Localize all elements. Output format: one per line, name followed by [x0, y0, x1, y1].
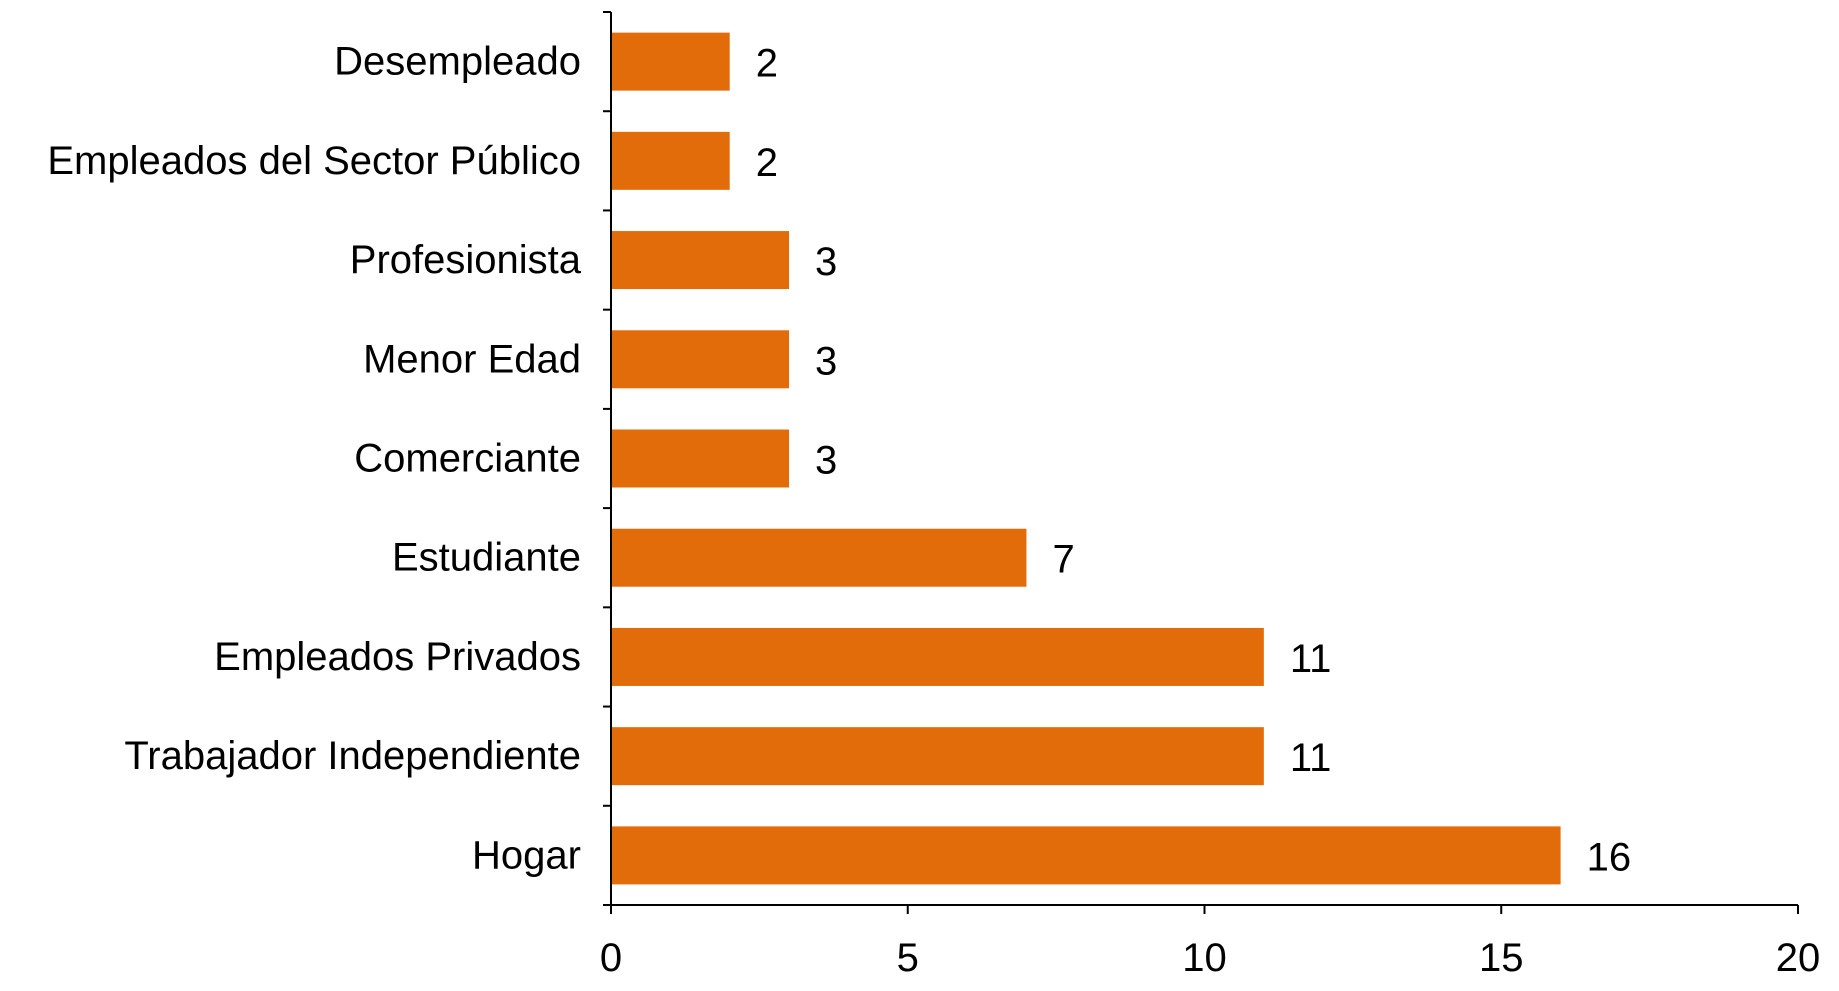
bar-trabajador-independiente: [611, 727, 1264, 786]
category-label: Hogar: [472, 833, 581, 877]
axes-layer: [603, 11, 1799, 914]
labels-layer: Desempleado 2 Empleados del Sector Público…: [47, 40, 1820, 980]
data-label: 3: [815, 339, 837, 383]
x-tick-label: 5: [897, 936, 919, 980]
category-label: Profesionista: [350, 238, 582, 282]
data-label: 11: [1290, 736, 1332, 780]
bars-layer: [611, 32, 1561, 885]
data-label: 2: [756, 141, 778, 185]
data-label: 11: [1290, 637, 1332, 681]
bar-desempleado: [611, 32, 730, 91]
category-label: Empleados del Sector Público: [47, 139, 581, 183]
x-tick-label: 20: [1776, 936, 1821, 980]
data-label: 16: [1587, 835, 1632, 879]
category-label: Estudiante: [392, 536, 581, 580]
bar-menor-edad: [611, 330, 790, 389]
category-label: Trabajador Independiente: [124, 734, 581, 778]
data-label: 2: [756, 42, 778, 86]
bar-hogar: [611, 826, 1561, 885]
data-label: 7: [1052, 538, 1074, 582]
category-label: Menor Edad: [363, 337, 581, 381]
category-label: Desempleado: [334, 40, 581, 84]
bar-estudiante: [611, 528, 1027, 587]
x-tick-label: 15: [1479, 936, 1524, 980]
category-label: Empleados Privados: [214, 635, 581, 679]
category-label: Comerciante: [354, 437, 581, 481]
data-label: 3: [815, 439, 837, 483]
bar-comerciante: [611, 429, 790, 488]
x-tick-label: 10: [1182, 936, 1227, 980]
bar-empleados-privados: [611, 627, 1264, 686]
data-label: 3: [815, 240, 837, 284]
x-tick-label: 0: [600, 936, 622, 980]
bar-empleados-del-sector-p-blico: [611, 131, 730, 190]
bar-profesionista: [611, 231, 790, 290]
